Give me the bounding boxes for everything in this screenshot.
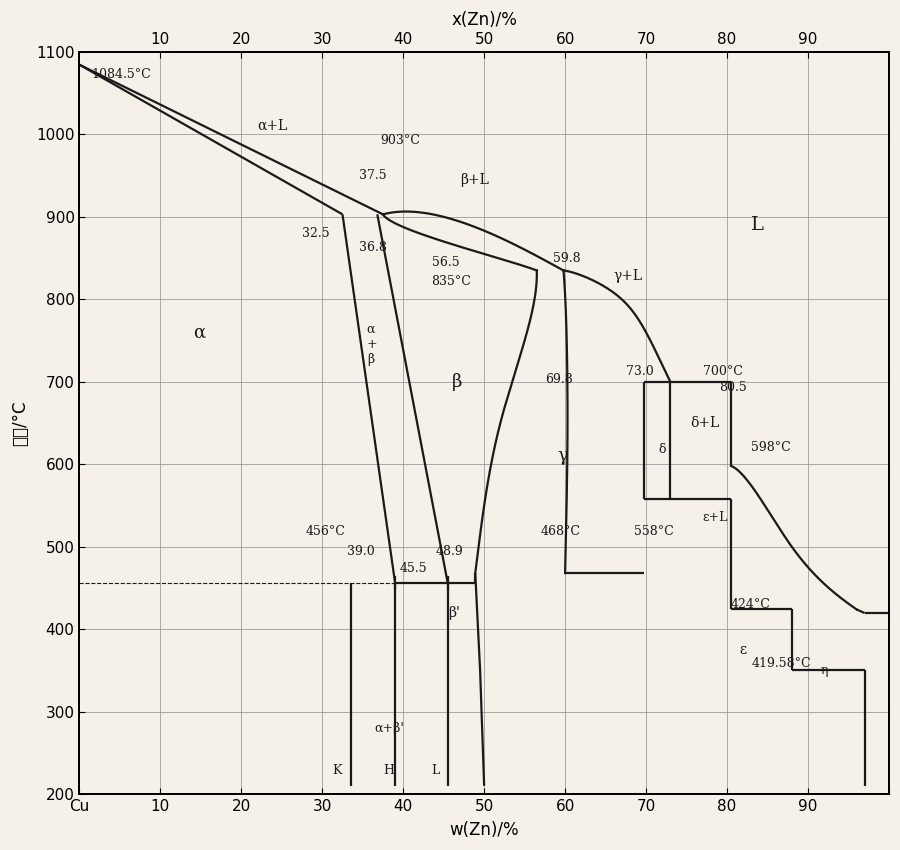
Text: β': β': [447, 606, 460, 620]
Text: L: L: [752, 216, 764, 234]
Text: L: L: [431, 764, 440, 778]
Text: 1084.5°C: 1084.5°C: [92, 68, 151, 81]
Text: 468°C: 468°C: [541, 525, 580, 538]
Text: α: α: [193, 323, 205, 342]
Text: 32.5: 32.5: [302, 227, 329, 240]
Text: η: η: [820, 664, 827, 677]
Text: ε+L: ε+L: [703, 512, 728, 524]
Text: γ+L: γ+L: [614, 269, 643, 283]
Text: α
+
β: α + β: [367, 323, 377, 366]
Text: δ: δ: [658, 443, 666, 456]
Text: β: β: [452, 373, 462, 391]
Text: 73.0: 73.0: [626, 365, 653, 377]
Text: γ: γ: [557, 447, 568, 465]
Text: α+L: α+L: [257, 119, 288, 133]
Text: 700°C: 700°C: [703, 365, 742, 377]
Text: 558°C: 558°C: [634, 525, 674, 538]
Text: 59.8: 59.8: [553, 252, 580, 264]
Text: 36.8: 36.8: [359, 241, 387, 254]
Text: 45.5: 45.5: [400, 562, 427, 575]
Text: 56.5: 56.5: [431, 256, 459, 269]
Text: 903°C: 903°C: [381, 134, 420, 148]
Text: α+β': α+β': [375, 722, 405, 734]
Text: 48.9: 48.9: [436, 545, 464, 558]
Text: H: H: [383, 764, 394, 778]
Text: 598°C: 598°C: [752, 441, 791, 454]
Text: K: K: [332, 764, 341, 778]
Text: 456°C: 456°C: [306, 525, 346, 538]
Text: 419.58°C: 419.58°C: [752, 657, 811, 671]
Text: β+L: β+L: [460, 173, 489, 187]
Y-axis label: 温度/°C: 温度/°C: [11, 400, 29, 445]
X-axis label: x(Zn)/%: x(Zn)/%: [451, 11, 518, 29]
Text: 835°C: 835°C: [431, 275, 472, 287]
Text: 69.8: 69.8: [544, 373, 572, 386]
Text: δ+L: δ+L: [690, 416, 720, 430]
Text: 80.5: 80.5: [719, 381, 747, 394]
X-axis label: w(Zn)/%: w(Zn)/%: [449, 821, 519, 839]
Text: 39.0: 39.0: [346, 545, 374, 558]
Text: 37.5: 37.5: [359, 169, 386, 182]
Text: ε: ε: [739, 643, 746, 657]
Text: 424°C: 424°C: [731, 598, 771, 611]
